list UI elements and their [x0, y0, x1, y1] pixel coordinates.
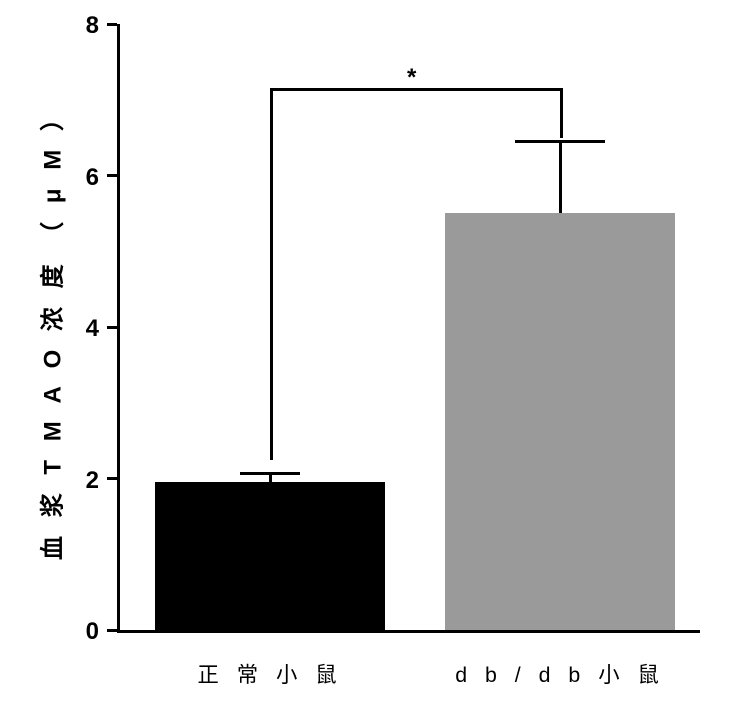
x-tick-label: 正 常 小 鼠 — [135, 658, 405, 689]
bar — [155, 482, 385, 630]
error-bar-cap — [240, 472, 300, 475]
y-tick-label: 8 — [0, 12, 99, 40]
y-tick — [107, 629, 117, 632]
error-bar-stem — [559, 141, 562, 213]
y-tick — [107, 23, 117, 26]
y-tick-label: 0 — [0, 618, 99, 646]
y-tick — [107, 174, 117, 177]
chart-container: 02468血 浆 T M A O 浓 度 （ μ M ）正 常 小 鼠d b /… — [0, 0, 733, 701]
significance-label: * — [407, 64, 416, 92]
error-bar-cap — [515, 140, 605, 143]
x-axis — [117, 630, 700, 633]
x-tick-label: d b / d b 小 鼠 — [425, 658, 695, 689]
y-axis — [117, 24, 120, 633]
y-tick — [107, 326, 117, 329]
y-axis-label: 血 浆 T M A O 浓 度 （ μ M ） — [33, 61, 68, 601]
significance-bracket-drop — [560, 88, 563, 137]
significance-bracket — [270, 88, 563, 91]
bar — [445, 213, 675, 630]
y-tick — [107, 477, 117, 480]
significance-bracket-drop — [270, 88, 273, 459]
